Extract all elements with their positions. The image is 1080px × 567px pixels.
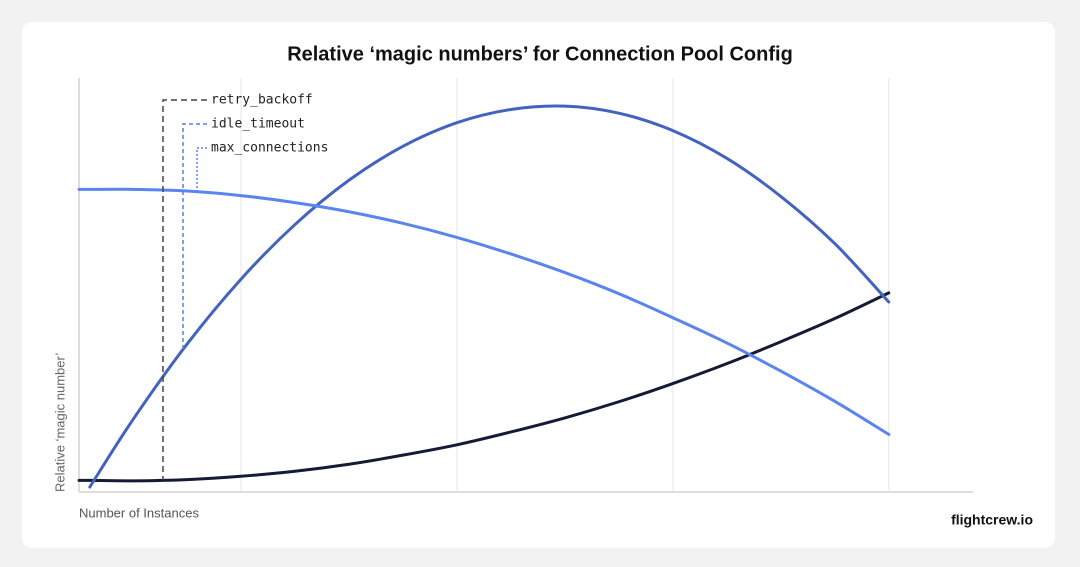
series-line [77, 187, 891, 436]
legend-leader [196, 147, 207, 192]
series-line [88, 104, 891, 489]
legend-leader [182, 123, 207, 350]
legend-label: retry_backoff [211, 93, 313, 108]
chart-title: Relative ‘magic numbers’ for Connection … [287, 43, 793, 65]
y-axis-label: Relative ‘magic number’ [52, 353, 67, 492]
series-line [77, 291, 891, 483]
x-axis-label: Number of Instances [79, 505, 199, 520]
legend-label: max_connections [211, 141, 328, 156]
legend-label: idle_timeout [211, 117, 305, 132]
legend-leader [162, 99, 207, 481]
brand: flightcrew.io [951, 512, 1033, 528]
card [22, 22, 1055, 548]
